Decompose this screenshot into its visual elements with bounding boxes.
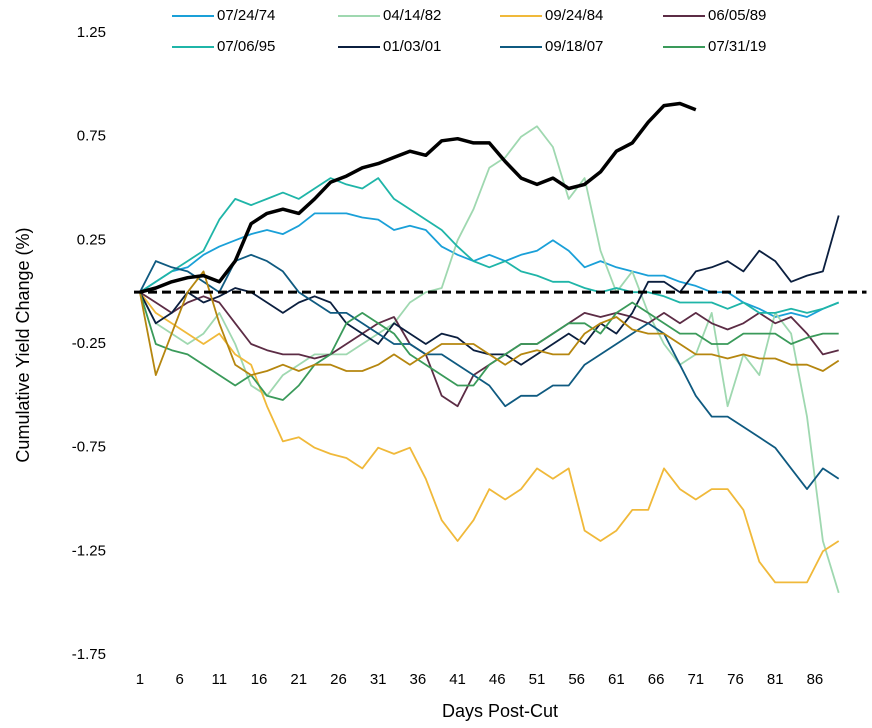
y-tick-label: 0.25 [77, 231, 106, 248]
x-tick-label: 26 [330, 671, 347, 688]
y-tick-label: -1.25 [72, 542, 106, 559]
legend-label: 04/14/82 [383, 7, 441, 24]
x-tick-label: 51 [529, 671, 546, 688]
x-tick-label: 11 [212, 671, 228, 688]
x-tick-label: 31 [370, 671, 387, 688]
legend-label: 09/24/84 [545, 7, 603, 24]
legend-label: 06/05/89 [708, 7, 766, 24]
y-axis-label: Cumulative Yield Change (%) [13, 227, 33, 462]
legend-label: 09/18/07 [545, 38, 603, 55]
x-tick-label: 36 [410, 671, 427, 688]
x-tick-label: 71 [687, 671, 704, 688]
x-tick-label: 16 [251, 671, 268, 688]
x-tick-label: 76 [727, 671, 744, 688]
y-tick-label: -0.75 [72, 439, 106, 456]
x-tick-label: 86 [807, 671, 824, 688]
series-line [139, 291, 839, 408]
y-tick-label: 0.75 [77, 128, 106, 145]
x-tick-label: 61 [608, 671, 625, 688]
legend-label: 07/31/19 [708, 38, 766, 55]
series-line [139, 270, 840, 376]
series-line [139, 291, 840, 584]
legend-label: 07/24/74 [217, 7, 275, 24]
x-tick-label: 21 [290, 671, 307, 688]
x-tick-label: 6 [175, 671, 183, 688]
x-axis-label: Days Post-Cut [442, 701, 558, 721]
series-line [139, 101, 697, 294]
x-tick-label: 81 [767, 671, 784, 688]
x-tick-label: 66 [648, 671, 665, 688]
series-line [139, 253, 840, 490]
legend-label: 07/06/95 [217, 38, 275, 55]
series-line [139, 177, 840, 314]
x-tick-label: 56 [568, 671, 585, 688]
x-tick-label: 41 [449, 671, 466, 688]
y-tick-label: 1.25 [77, 24, 106, 41]
legend-label: 01/03/01 [383, 38, 441, 55]
x-tick-label: 1 [136, 671, 144, 688]
series-line [139, 291, 839, 401]
y-tick-label: -1.75 [72, 646, 106, 663]
y-tick-label: -0.25 [72, 335, 106, 352]
x-tick-label: 46 [489, 671, 506, 688]
series-line [139, 125, 840, 594]
